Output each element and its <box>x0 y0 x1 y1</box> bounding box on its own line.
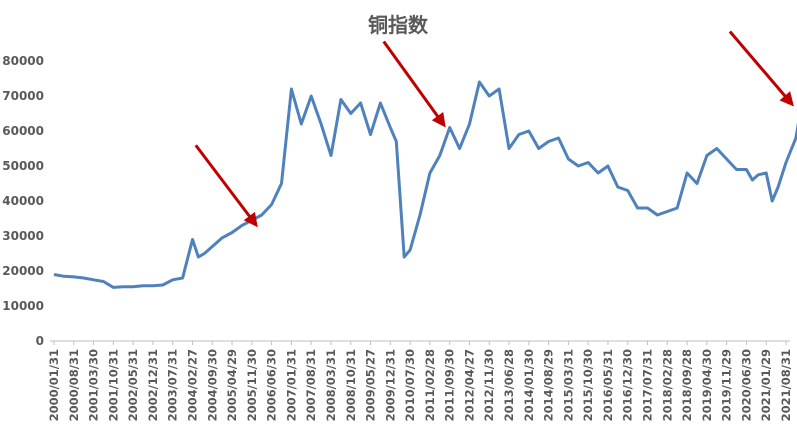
x-tick-label: 2019/11/29 <box>720 349 734 421</box>
y-tick-label: 10000 <box>2 299 44 313</box>
x-tick-label: 2009/12/31 <box>383 349 397 421</box>
x-tick-label: 2019/04/30 <box>700 349 714 421</box>
x-tick-label: 2000/08/31 <box>67 349 81 421</box>
y-tick-label: 70000 <box>2 89 44 103</box>
x-tick-label: 2015/03/31 <box>561 349 575 421</box>
x-tick-label: 2009/05/27 <box>364 349 378 421</box>
x-tick-label: 2020/06/30 <box>739 349 753 421</box>
x-tick-label: 2007/08/31 <box>304 349 318 421</box>
annotation-arrow <box>194 144 253 221</box>
chart-title: 铜指数 <box>368 13 429 37</box>
y-tick-label: 40000 <box>2 194 44 208</box>
x-tick-label: 2007/01/31 <box>284 349 298 421</box>
x-tick-label: 2016/05/31 <box>601 349 615 421</box>
y-tick-label: 0 <box>36 334 44 348</box>
x-tick-label: 2003/07/31 <box>166 349 180 421</box>
y-tick-label: 50000 <box>2 159 44 173</box>
x-axis-ticks: 2000/01/31 2000/08/31 2001/03/30 2001/10/31… <box>47 341 793 421</box>
x-tick-label: 2011/09/30 <box>443 349 457 421</box>
x-tick-label: 2018/09/28 <box>680 349 694 421</box>
annotation-arrow <box>382 40 442 121</box>
annotation-arrow <box>728 30 789 100</box>
x-tick-label: 2002/05/31 <box>126 349 140 421</box>
x-tick-label: 2000/01/31 <box>47 349 61 421</box>
y-axis-ticks: 0 10000 20000 30000 40000 50000 60000 70000 8000… <box>2 54 44 348</box>
x-tick-label: 2013/06/28 <box>502 349 516 421</box>
x-tick-label: 2012/11/30 <box>482 349 496 421</box>
annotation-arrowhead <box>431 112 446 128</box>
x-tick-label: 2001/10/31 <box>106 349 120 421</box>
x-tick-label: 2005/11/30 <box>245 349 259 421</box>
x-tick-label: 2001/03/30 <box>87 349 101 421</box>
x-tick-label: 2011/02/28 <box>423 349 437 421</box>
x-tick-label: 2016/12/30 <box>621 349 635 421</box>
x-tick-label: 2004/02/27 <box>185 349 199 421</box>
x-tick-label: 2006/06/30 <box>265 349 279 421</box>
annotation-arrowhead <box>243 211 258 228</box>
y-tick-label: 30000 <box>2 229 44 243</box>
x-tick-label: 2010/07/30 <box>403 349 417 421</box>
annotation-arrows <box>194 30 794 228</box>
x-tick-label: 2021/01/29 <box>759 349 773 421</box>
x-tick-label: 2002/12/31 <box>146 349 160 421</box>
y-tick-label: 20000 <box>2 264 44 278</box>
x-tick-label: 2008/03/31 <box>324 349 338 421</box>
x-tick-label: 2004/09/30 <box>205 349 219 421</box>
plot-area <box>53 80 797 289</box>
x-tick-label: 2012/04/27 <box>462 349 476 421</box>
x-tick-label: 2005/04/29 <box>225 349 239 421</box>
x-tick-label: 2017/07/31 <box>641 349 655 421</box>
annotation-arrowhead <box>779 91 794 107</box>
x-tick-label: 2015/10/30 <box>581 349 595 421</box>
x-tick-label: 2014/08/29 <box>542 349 556 421</box>
y-tick-label: 80000 <box>2 54 44 68</box>
x-tick-label: 2018/02/28 <box>660 349 674 421</box>
y-tick-label: 60000 <box>2 124 44 138</box>
x-tick-label: 2014/01/30 <box>522 349 536 421</box>
x-tick-label: 2021/08/31 <box>779 349 793 421</box>
series-line <box>53 80 797 289</box>
x-tick-label: 2008/10/31 <box>344 349 358 421</box>
